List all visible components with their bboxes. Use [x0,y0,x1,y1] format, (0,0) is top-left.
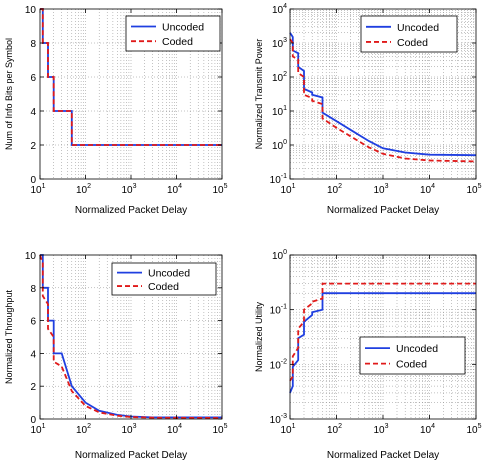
tick-label: 104 [420,423,435,436]
tick-label: 102 [272,71,287,84]
tick-label: 102 [76,183,91,196]
tick-label: 101 [272,105,287,118]
legend-label-uncoded: Uncoded [148,268,190,280]
tick-label: 100 [272,249,287,262]
x-axis-label: Normalized Packet Delay [327,450,439,461]
tick-label: 10 [25,5,37,16]
legend-box [125,15,221,52]
series-lines [40,8,222,146]
tick-label: 103 [373,183,388,196]
legend-label-uncoded: Uncoded [162,22,204,34]
series-line-coded [40,8,222,146]
tick-label: 10-2 [270,358,287,371]
legend-label-uncoded: Uncoded [397,22,439,34]
panel-transmit-power: 101 102 103 104 105 10-1 100 101 102 103 104 Uncod… [254,3,482,216]
panel-bits-per-symbol: 101 102 103 104 105 0 2 4 6 8 10 Uncoded Coded Nor… [4,5,228,216]
tick-label: 101 [280,183,295,196]
tick-label: 103 [121,423,136,436]
tick-label: 4 [30,107,36,118]
tick-label: 102 [327,423,342,436]
tick-label: 102 [327,183,342,196]
tick-label: 10-1 [270,304,287,317]
legend-box [359,336,466,375]
legend-box [111,262,217,296]
series-lines [39,254,223,419]
series-line-coded [39,254,223,419]
legend: Uncoded Coded [359,336,466,375]
panel-utility: 101 102 103 104 105 10-3 10-2 10-1 100 Uncoded C… [254,249,482,461]
tick-label: 0 [30,415,36,426]
tick-label: 100 [272,139,287,152]
tick-label: 105 [212,423,227,436]
tick-label: 105 [466,183,481,196]
tick-labels: 101 102 103 104 105 10-3 10-2 10-1 100 [270,249,482,436]
tick-labels: 101 102 103 104 105 0 2 4 6 8 10 [25,251,228,436]
legend: Uncoded Coded [360,15,458,53]
y-axis-label: Normalized Transmit Power [254,39,264,150]
tick-label: 4 [30,349,36,360]
panel-throughput: 101 102 103 104 105 0 2 4 6 8 10 Uncoded Coded Nor… [4,251,228,461]
tick-label: 104 [167,183,182,196]
y-axis-label: Normalized Throughput [4,290,14,384]
tick-label: 103 [121,183,136,196]
series-lines [289,282,476,394]
tick-label: 104 [420,183,435,196]
x-axis-label: Normalized Packet Delay [75,450,187,461]
series-lines [289,32,477,163]
legend-label-coded: Coded [397,37,428,49]
tick-label: 104 [167,423,182,436]
tick-labels: 101 102 103 104 105 0 2 4 6 8 10 [25,5,228,196]
series-line-coded [289,282,476,382]
tick-label: 105 [466,423,481,436]
legend-label-coded: Coded [162,36,193,48]
legend-label-coded: Coded [396,359,427,371]
tick-label: 101 [30,423,45,436]
tick-label: 101 [30,183,45,196]
tick-label: 105 [212,183,227,196]
tick-label: 102 [76,423,91,436]
legend-label-coded: Coded [148,281,179,293]
tick-label: 0 [30,175,36,186]
tick-label: 6 [30,73,36,84]
tick-label: 10-1 [270,173,287,186]
x-axis-label: Normalized Packet Delay [75,205,187,216]
legend-box [360,15,458,53]
y-axis-label: Normalized Utility [254,301,264,372]
legend: Uncoded Coded [111,262,217,296]
tick-label: 103 [373,423,388,436]
tick-label: 101 [280,423,295,436]
grid [40,9,222,179]
series-line-uncoded [289,32,477,157]
tick-labels: 101 102 103 104 105 10-1 100 101 102 103 104 [270,3,482,196]
tick-label: 103 [272,37,287,50]
y-axis-label: Num of Info Bits per Symbol [4,38,14,150]
tick-label: 2 [30,141,36,152]
tick-label: 10 [25,251,37,262]
tick-label: 104 [272,3,287,16]
legend: Uncoded Coded [125,15,221,52]
tick-label: 2 [30,382,36,393]
tick-label: 6 [30,317,36,328]
tick-label: 8 [30,284,36,295]
tick-label: 10-3 [270,413,287,426]
x-axis-label: Normalized Packet Delay [327,205,439,216]
legend-label-uncoded: Uncoded [396,343,438,355]
tick-label: 8 [30,39,36,50]
